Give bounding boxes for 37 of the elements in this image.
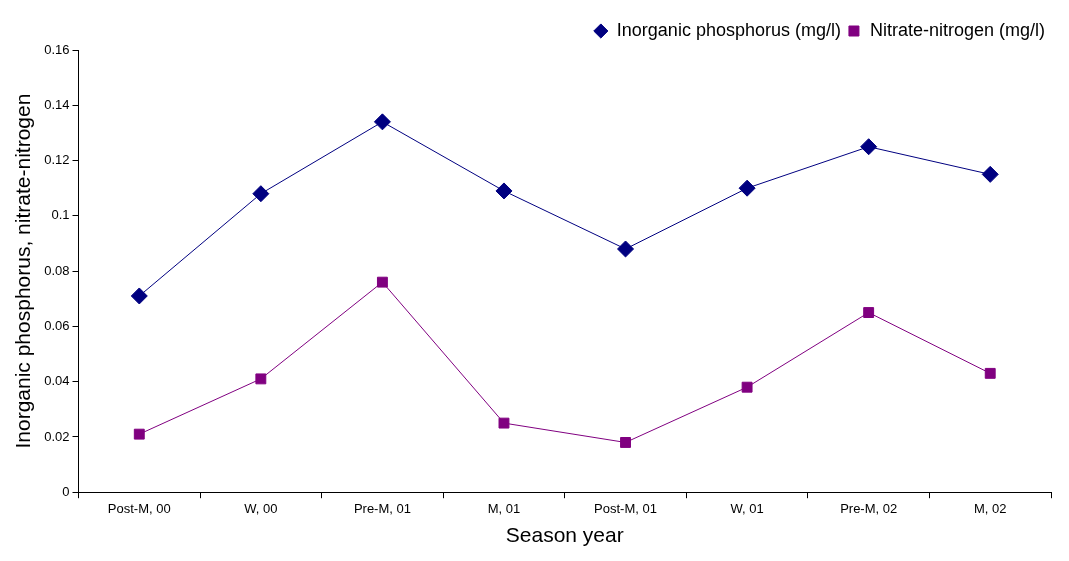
y-tick-label: 0.12: [44, 152, 70, 168]
y-tick-label: 0.02: [44, 428, 70, 444]
x-tick-label: Post-M, 01: [594, 500, 657, 516]
point: [255, 373, 267, 385]
legend-label: Inorganic phosphorus (mg/l): [616, 19, 841, 40]
point: [738, 179, 756, 197]
y-tick-label: 0.16: [44, 41, 70, 57]
x-tick-label: Pre-M, 01: [353, 500, 411, 516]
point: [133, 428, 145, 440]
y-tick-label: 0.14: [44, 96, 70, 112]
y-tick-label: 0: [62, 483, 70, 499]
x-tick-label: Pre-M, 02: [840, 500, 898, 516]
y-tick-label: 0.04: [44, 373, 70, 389]
point: [741, 381, 753, 393]
x-tick-label: W, 01: [730, 500, 764, 516]
y-axis-title: Inorganic phosphorus, nitrate-nitrogen: [11, 93, 35, 449]
y-tick-label: 0.06: [44, 317, 70, 333]
x-tick-label: Post-M, 00: [107, 500, 171, 516]
legend-label: Nitrate-nitrogen (mg/l): [869, 19, 1046, 40]
y-tick-label: 0.1: [51, 207, 70, 223]
x-tick-label: W, 00: [244, 500, 278, 516]
x-axis-title: Season year: [505, 523, 624, 547]
point: [498, 417, 510, 429]
point: [252, 185, 270, 203]
y-tick-label: 0.08: [44, 262, 70, 278]
point: [617, 240, 635, 258]
x-tick-label: M, 01: [487, 500, 521, 516]
point: [620, 437, 631, 448]
point: [130, 287, 148, 305]
point: [495, 182, 513, 200]
point: [863, 307, 875, 319]
point: [376, 276, 388, 288]
point: [373, 113, 391, 131]
point: [981, 165, 999, 183]
x-tick-label: M, 02: [973, 500, 1007, 516]
point: [984, 367, 996, 379]
point: [860, 138, 878, 156]
